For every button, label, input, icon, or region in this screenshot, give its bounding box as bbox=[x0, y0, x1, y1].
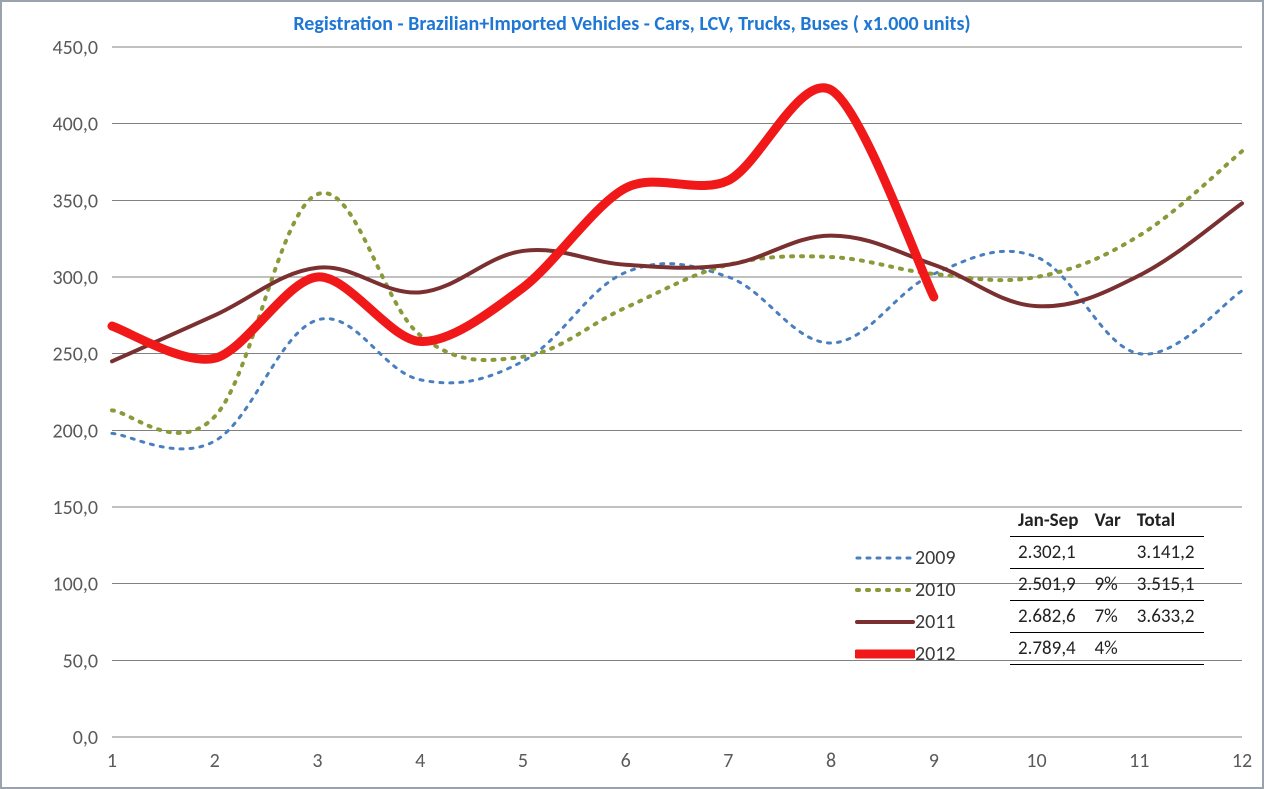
table-cell: 3.141,2 bbox=[1131, 537, 1205, 569]
table-cell bbox=[1088, 537, 1130, 569]
x-tick-label: 10 bbox=[1026, 749, 1046, 773]
table-cell: 3.515,1 bbox=[1131, 569, 1205, 601]
x-tick-label: 7 bbox=[723, 749, 733, 773]
x-tick-label: 12 bbox=[1232, 749, 1252, 773]
chart-stage: 0,0 50,0 100,0 150,0 200,0 250,0 300,0 350,0 400… bbox=[2, 2, 1262, 787]
table-col-var: Var bbox=[1088, 505, 1130, 537]
x-tick-label: 2 bbox=[210, 749, 220, 773]
x-tick-label: 3 bbox=[312, 749, 322, 773]
legend-row-2010: 2010 bbox=[855, 574, 975, 606]
y-tick-label: 0,0 bbox=[73, 726, 98, 750]
legend-label-2012: 2012 bbox=[915, 642, 975, 666]
chart-frame: Registration - Brazilian+Imported Vehicl… bbox=[0, 0, 1264, 789]
y-tick-label: 200,0 bbox=[52, 419, 98, 443]
x-tick-label: 1 bbox=[107, 749, 117, 773]
legend-row-2012: 2012 bbox=[855, 638, 975, 670]
x-tick-label: 9 bbox=[929, 749, 939, 773]
legend-row-2009: 2009 bbox=[855, 542, 975, 574]
series-2010 bbox=[112, 151, 1242, 433]
legend-label-2009: 2009 bbox=[915, 546, 975, 570]
table-col-total: Total bbox=[1131, 505, 1205, 537]
x-tick-label: 11 bbox=[1129, 749, 1149, 773]
y-tick-label: 150,0 bbox=[52, 496, 98, 520]
table-row: 2.682,67%3.633,2 bbox=[1010, 601, 1204, 633]
table-cell bbox=[1131, 633, 1205, 665]
table-cell: 4% bbox=[1088, 633, 1130, 665]
legend-swatch-2011 bbox=[855, 612, 915, 632]
y-tick-label: 50,0 bbox=[63, 649, 98, 673]
series-2009 bbox=[112, 251, 1242, 449]
table-cell: 2.682,6 bbox=[1010, 601, 1088, 633]
chart-svg: 0,0 50,0 100,0 150,0 200,0 250,0 300,0 350,0 400… bbox=[2, 2, 1262, 787]
table-row: 2.501,99%3.515,1 bbox=[1010, 569, 1204, 601]
x-tick-label: 8 bbox=[826, 749, 836, 773]
series-2012 bbox=[112, 88, 934, 360]
x-tick-label: 4 bbox=[415, 749, 425, 773]
table-cell: 3.633,2 bbox=[1131, 601, 1205, 633]
table-header-row: Jan-SepVarTotal bbox=[1010, 505, 1204, 537]
y-tick-label: 450,0 bbox=[52, 36, 98, 60]
table-row: 2.789,44% bbox=[1010, 633, 1204, 665]
y-tick-label: 400,0 bbox=[52, 113, 98, 137]
legend-swatch-2012 bbox=[855, 644, 915, 664]
y-tick-label: 350,0 bbox=[52, 189, 98, 213]
legend-label-2011: 2011 bbox=[915, 610, 975, 634]
legend-row-2011: 2011 bbox=[855, 606, 975, 638]
legend: 2009 2010 2011 2012 bbox=[855, 542, 975, 670]
x-tick-label: 6 bbox=[621, 749, 631, 773]
table-col-jan-sep: Jan-Sep bbox=[1010, 505, 1088, 537]
table-row: 2.302,1 3.141,2 bbox=[1010, 537, 1204, 569]
legend-swatch-2010 bbox=[855, 580, 915, 600]
y-tick-label: 250,0 bbox=[52, 343, 98, 367]
summary-table: Jan-SepVarTotal 2.302,13.141,22.501,99%3… bbox=[1010, 505, 1204, 665]
table-cell: 2.789,4 bbox=[1010, 633, 1088, 665]
table-cell: 7% bbox=[1088, 601, 1130, 633]
x-tick-label: 5 bbox=[518, 749, 528, 773]
legend-label-2010: 2010 bbox=[915, 578, 975, 602]
table-cell: 2.501,9 bbox=[1010, 569, 1088, 601]
y-tick-label: 100,0 bbox=[52, 573, 98, 597]
table-cell: 2.302,1 bbox=[1010, 537, 1088, 569]
legend-swatch-2009 bbox=[855, 548, 915, 568]
table-body: 2.302,13.141,22.501,99%3.515,12.682,67%3… bbox=[1010, 537, 1204, 665]
y-tick-label: 300,0 bbox=[52, 266, 98, 290]
table-cell: 9% bbox=[1088, 569, 1130, 601]
